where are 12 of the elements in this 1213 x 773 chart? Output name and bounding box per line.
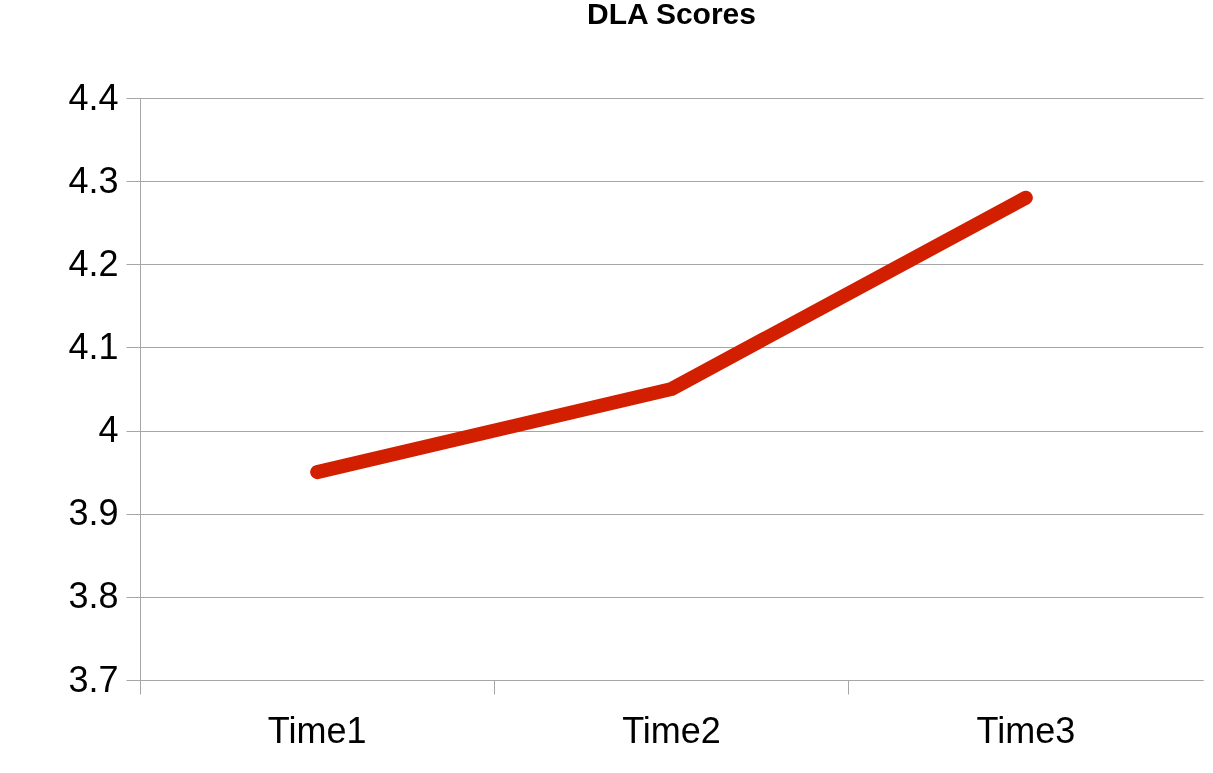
y-tick-label: 4 — [98, 409, 119, 451]
y-tick-label: 4.1 — [68, 325, 119, 367]
chart-title: DLA Scores — [587, 0, 756, 30]
x-tick-label: Time2 — [622, 709, 721, 751]
x-tick-label: Time1 — [267, 709, 367, 751]
y-tick-label: 3.7 — [68, 658, 119, 700]
y-tick-label: 3.8 — [68, 575, 119, 617]
y-tick-label: 3.9 — [68, 492, 119, 534]
y-tick-label: 4.2 — [68, 242, 119, 284]
y-tick-label: 4.3 — [68, 159, 119, 201]
y-tick-label: 4.4 — [68, 76, 119, 118]
x-tick-label: Time3 — [976, 709, 1076, 751]
